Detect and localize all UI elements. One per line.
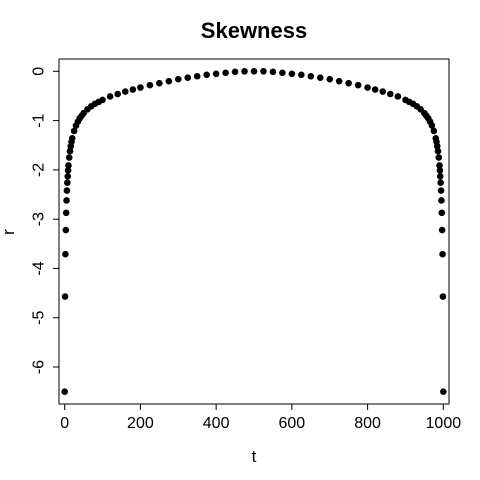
data-point	[184, 74, 192, 82]
data-point	[335, 77, 343, 85]
data-point	[436, 167, 444, 174]
x-tick-label: 400	[203, 415, 230, 432]
y-axis-label: r	[0, 229, 18, 235]
data-point	[436, 173, 444, 180]
y-tick-label: -4	[31, 261, 48, 275]
data-point	[174, 75, 182, 83]
data-point	[114, 90, 121, 98]
data-point	[438, 226, 446, 234]
data-point	[193, 72, 201, 80]
data-point	[212, 70, 220, 78]
data-point	[165, 77, 173, 85]
y-tick-label: -5	[31, 311, 48, 325]
data-point	[354, 81, 362, 89]
data-point	[64, 173, 72, 180]
data-points	[61, 68, 447, 395]
x-tick-label: 0	[60, 415, 69, 432]
data-point	[61, 388, 68, 395]
data-point	[70, 127, 78, 135]
data-point	[439, 293, 447, 300]
data-point	[435, 154, 443, 161]
data-point	[269, 68, 277, 76]
data-point	[62, 209, 70, 217]
x-tick-label: 200	[127, 415, 154, 432]
chart-title: Skewness	[201, 18, 307, 43]
data-point	[65, 154, 73, 161]
y-tick-label: -3	[31, 212, 48, 226]
y-axis: 0 -1 -2 -3 -4 -5 -6	[31, 67, 60, 374]
data-point	[364, 84, 371, 91]
data-point	[121, 88, 129, 95]
y-tick-label: 0	[31, 67, 48, 76]
data-point	[68, 135, 76, 142]
data-point	[316, 74, 324, 82]
data-point	[99, 96, 106, 104]
data-point	[241, 68, 248, 75]
data-point	[371, 86, 379, 93]
data-point	[387, 90, 394, 98]
data-point	[63, 197, 70, 204]
data-point	[298, 71, 305, 79]
data-point	[250, 68, 258, 75]
data-point	[307, 72, 315, 80]
data-point	[231, 68, 239, 76]
data-point	[65, 162, 72, 169]
x-tick-label: 1000	[426, 415, 462, 432]
data-point	[345, 79, 352, 87]
data-point	[137, 84, 144, 91]
data-point	[62, 250, 69, 258]
data-point	[106, 93, 114, 100]
data-point	[438, 209, 446, 217]
data-point	[288, 70, 296, 78]
data-point	[156, 79, 163, 87]
data-point	[434, 147, 442, 155]
data-point	[430, 127, 438, 135]
data-point	[439, 250, 446, 258]
data-point	[66, 147, 74, 155]
data-point	[62, 226, 70, 234]
data-point	[440, 388, 447, 395]
data-point	[437, 179, 444, 187]
data-point	[260, 68, 267, 75]
x-tick-label: 600	[279, 415, 306, 432]
data-point	[203, 71, 210, 79]
data-point	[433, 142, 441, 150]
data-point	[437, 187, 445, 194]
data-point	[222, 69, 229, 77]
data-point	[129, 86, 137, 93]
data-point	[146, 81, 154, 89]
plot-frame	[58, 58, 450, 405]
data-point	[279, 69, 286, 77]
data-point	[63, 187, 71, 194]
x-axis-label: t	[252, 447, 257, 466]
data-point	[64, 179, 71, 187]
data-point	[428, 122, 436, 129]
data-point	[379, 88, 387, 95]
data-point	[326, 75, 334, 83]
data-point	[436, 162, 443, 169]
data-point	[64, 167, 72, 174]
data-point	[61, 293, 69, 300]
y-tick-label: -1	[31, 113, 48, 127]
x-axis: 0 200 400 600 800 1000	[60, 403, 462, 432]
y-tick-label: -6	[31, 360, 48, 374]
x-tick-label: 800	[354, 415, 381, 432]
data-point	[394, 93, 402, 100]
y-tick-label: -2	[31, 163, 48, 177]
data-point	[438, 197, 445, 204]
